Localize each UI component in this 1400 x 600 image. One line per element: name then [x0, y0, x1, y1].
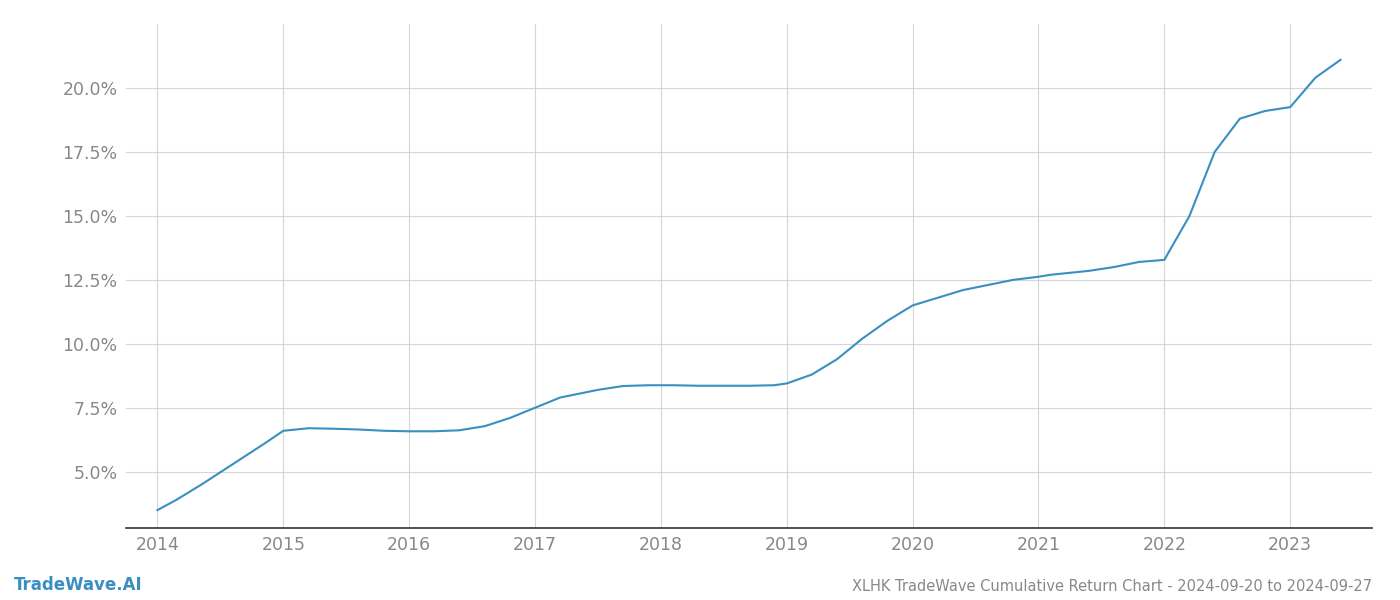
Text: TradeWave.AI: TradeWave.AI — [14, 576, 143, 594]
Text: XLHK TradeWave Cumulative Return Chart - 2024-09-20 to 2024-09-27: XLHK TradeWave Cumulative Return Chart -… — [851, 579, 1372, 594]
